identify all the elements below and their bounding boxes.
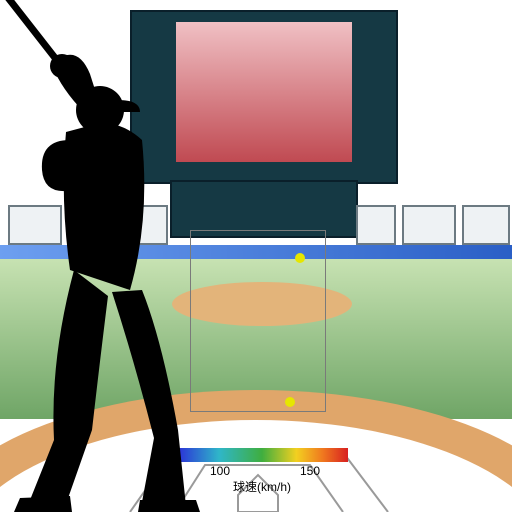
- pitch-location-chart: 100150 球速(km/h): [0, 0, 512, 512]
- batter-silhouette: [0, 0, 512, 512]
